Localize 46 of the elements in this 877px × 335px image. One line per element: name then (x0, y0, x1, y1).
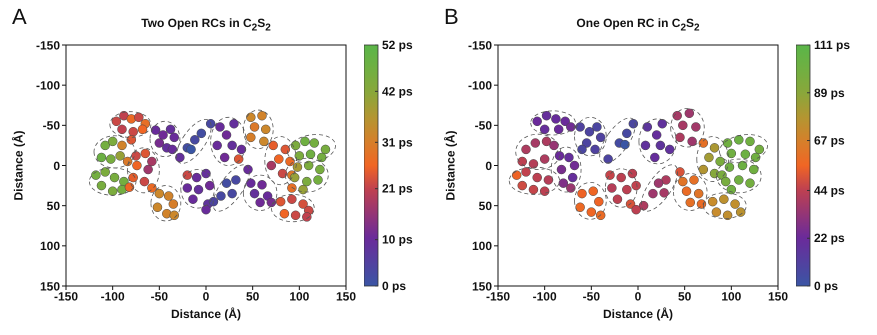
color-bar-label: 10 ps (382, 232, 414, 247)
text: B (444, 4, 459, 30)
x-tick-label: -50 (150, 290, 168, 304)
color-bar-label: 111 ps (814, 38, 850, 52)
y-tick-label: 50 (46, 198, 60, 213)
color-bar-label: 44 ps (814, 183, 846, 198)
chart-title: One Open RC in C$_{2}$S$_{2}$ (575, 16, 701, 34)
y-tick-label: 50 (478, 198, 492, 213)
x-tick-label: -100 (532, 290, 557, 304)
y-tick-label: 0 (485, 158, 492, 173)
x-tick-label: 150 (768, 290, 788, 304)
y-tick-label: 100 (40, 239, 60, 254)
y-tick-label: -50 (474, 118, 492, 133)
x-tick-label: 150 (336, 290, 356, 304)
y-tick-label: 150 (40, 279, 60, 294)
x-tick-label: 100 (289, 290, 310, 304)
text: A (12, 4, 27, 30)
color-bar-label: 0 ps (382, 279, 406, 293)
color-bar-label: 52 ps (382, 38, 414, 52)
x-axis-title: Distance (Å) (170, 307, 242, 321)
x-axis-title: Distance (Å) (602, 307, 674, 321)
color-bar-label: 0 ps (814, 279, 838, 293)
y-tick-label: -100 (468, 78, 492, 92)
y-axis-title: Distance (Å) (11, 130, 26, 201)
x-tick-label: 50 (246, 290, 260, 304)
x-tick-label: 0 (202, 290, 210, 304)
y-tick-label: -150 (468, 38, 492, 52)
y-axis-title: Distance (Å) (443, 130, 458, 201)
color-bar-label: 42 ps (382, 84, 414, 98)
color-bar-label: 89 ps (814, 86, 846, 100)
y-tick-label: 100 (472, 239, 492, 254)
y-tick-label: -150 (36, 38, 60, 52)
color-bar-label: 67 ps (814, 134, 846, 148)
x-tick-label: -50 (582, 290, 600, 304)
x-tick-label: -100 (100, 290, 125, 304)
color-bar-label: 31 ps (382, 135, 414, 150)
y-tick-label: 0 (53, 158, 60, 173)
color-bar-label: 21 ps (382, 182, 414, 196)
y-tick-label: -100 (36, 78, 60, 92)
color-bar-label: 22 ps (814, 231, 846, 246)
chart-title: Two Open RCs in C$_{2}$S$_{2}$ (140, 16, 272, 34)
x-tick-label: 50 (678, 290, 692, 304)
y-tick-label: -50 (42, 118, 60, 133)
x-tick-label: 100 (721, 290, 742, 304)
y-tick-label: 150 (472, 279, 492, 294)
x-tick-label: 0 (634, 290, 642, 304)
